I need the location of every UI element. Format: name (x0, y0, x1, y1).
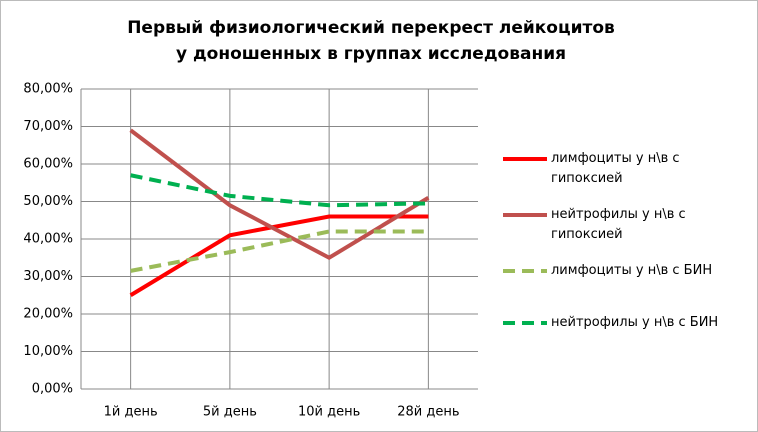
legend-label: лимфоциты у н\в с гипоксией (551, 151, 680, 186)
x-tick-label: 28й день (397, 405, 459, 420)
y-tick-label: 60,00% (23, 157, 73, 172)
legend-item: нейтрофилы у н\в с БИН (501, 313, 751, 333)
x-tick-label: 1й день (104, 405, 158, 420)
legend-swatch (503, 213, 547, 217)
legend-item: лимфоциты у н\в с БИН (501, 261, 751, 281)
y-tick-label: 80,00% (23, 82, 73, 97)
y-tick-label: 50,00% (23, 194, 73, 209)
series-line (130, 229, 429, 273)
series-line (130, 173, 429, 208)
x-tick-label: 5й день (203, 405, 257, 420)
y-tick-label: 70,00% (23, 119, 73, 134)
legend-label: лимфоциты у н\в с БИН (551, 263, 713, 278)
y-tick-label: 40,00% (23, 232, 73, 247)
legend-item: нейтрофилы у н\в с гипоксией (501, 205, 751, 245)
legend-swatch (503, 157, 547, 161)
y-tick-label: 10,00% (23, 344, 73, 359)
legend-swatch (503, 269, 547, 273)
y-tick-label: 30,00% (23, 269, 73, 284)
x-tick-label: 10й день (298, 405, 360, 420)
legend-label: нейтрофилы у н\в с гипоксией (551, 207, 686, 242)
series-line (129, 214, 429, 297)
series-line (129, 128, 430, 261)
legend-label: нейтрофилы у н\в с БИН (551, 315, 719, 330)
legend-swatch (503, 321, 547, 325)
legend-item: лимфоциты у н\в с гипоксией (501, 149, 751, 189)
y-tick-label: 20,00% (23, 307, 73, 322)
chart-title: Первый физиологический перекрест лейкоци… (127, 18, 615, 64)
y-tick-label: 0,00% (32, 382, 73, 397)
